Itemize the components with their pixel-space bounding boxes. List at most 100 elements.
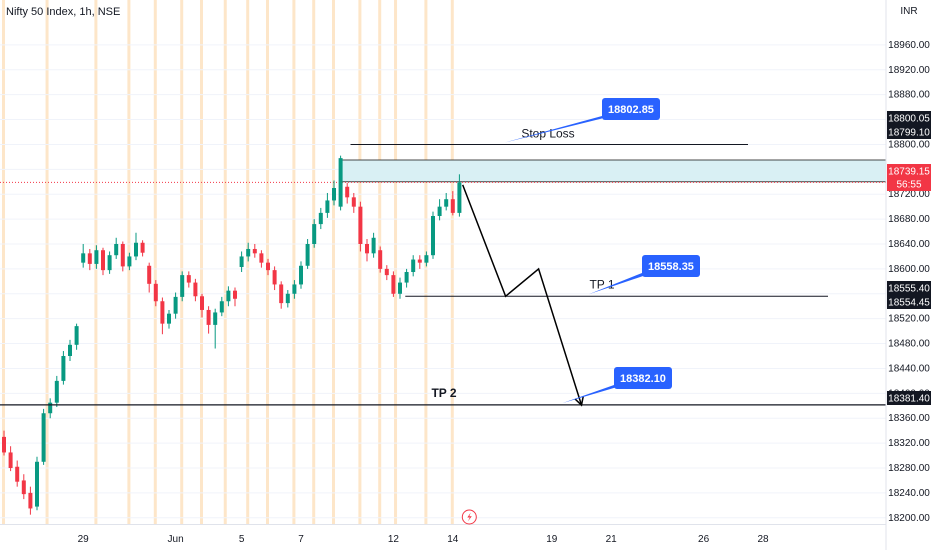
candle — [114, 244, 119, 256]
axis-price-badge-text: 18381.40 — [888, 394, 930, 405]
candle — [233, 290, 237, 299]
axis-price-badge-text: 18739.15 — [888, 167, 930, 178]
candle — [279, 284, 284, 304]
y-tick-label: 18600.00 — [888, 264, 930, 275]
candle — [147, 265, 152, 284]
session-band — [332, 0, 335, 524]
axis-price-badge — [887, 125, 931, 139]
candle — [8, 452, 13, 468]
candle — [266, 262, 270, 271]
candle — [431, 216, 435, 256]
candle — [74, 326, 79, 345]
y-tick-label: 18720.00 — [888, 189, 930, 200]
candle — [68, 344, 72, 356]
axis-price-badge — [887, 111, 931, 125]
candle — [41, 413, 46, 462]
candle — [398, 282, 402, 294]
candle — [15, 466, 20, 482]
candle — [424, 255, 429, 263]
session-band — [246, 0, 250, 524]
lightning-bolt-glyph — [467, 512, 472, 522]
candle — [153, 283, 158, 302]
candle — [312, 224, 317, 244]
candle — [94, 250, 99, 264]
session-band — [223, 0, 227, 524]
candle — [127, 256, 132, 267]
resistance-zone — [341, 159, 887, 183]
candle — [371, 237, 376, 254]
candle — [246, 248, 251, 257]
candle — [180, 275, 185, 297]
price-axis[interactable] — [886, 0, 932, 550]
y-tick-label: 18200.00 — [888, 513, 930, 524]
chart-title: Nifty 50 Index, 1h, NSE — [6, 6, 121, 18]
x-tick-label: 28 — [757, 534, 769, 545]
candle — [332, 188, 336, 201]
price-tag[interactable] — [642, 255, 700, 277]
candle — [2, 436, 6, 453]
candle — [378, 250, 383, 269]
candle — [318, 212, 323, 225]
session-band — [2, 0, 5, 524]
candle — [272, 270, 277, 285]
session-band — [180, 0, 184, 524]
candle — [351, 197, 356, 207]
price-tag-pointer — [505, 116, 612, 143]
x-tick-label: Jun — [168, 534, 184, 545]
price-tag-text: 18802.85 — [608, 104, 654, 116]
tp1-label: TP 1 — [589, 277, 614, 291]
candle — [213, 312, 218, 325]
candle — [358, 206, 363, 244]
x-tick-label: 14 — [447, 534, 459, 545]
currency-label: INR — [900, 6, 917, 17]
projection-arrowhead — [574, 396, 584, 407]
session-band — [200, 0, 203, 524]
candle — [28, 492, 33, 509]
candle — [305, 244, 310, 266]
candle — [404, 272, 409, 283]
axis-price-badge-text: 18800.05 — [888, 114, 930, 125]
candle — [81, 253, 86, 263]
candle — [140, 242, 145, 253]
x-tick-label: 26 — [698, 534, 710, 545]
axis-price-badge-text: 18554.45 — [888, 298, 930, 309]
candle — [285, 293, 290, 304]
price-tag[interactable] — [602, 98, 660, 120]
y-tick-label: 18440.00 — [888, 363, 930, 374]
candle — [61, 356, 66, 381]
candle — [101, 250, 105, 271]
session-band — [292, 0, 296, 524]
y-tick-label: 18960.00 — [888, 40, 930, 51]
price-tag-text: 18382.10 — [620, 373, 666, 385]
axis-price-badge-text: 56:55 — [896, 180, 921, 191]
candle — [54, 380, 59, 403]
candle — [226, 290, 231, 302]
candle — [134, 242, 138, 257]
y-tick-label: 18360.00 — [888, 413, 930, 424]
candle — [173, 296, 178, 314]
candle — [437, 206, 442, 216]
x-tick-label: 5 — [239, 534, 245, 545]
y-tick-label: 18320.00 — [888, 438, 930, 449]
projection-path — [462, 184, 583, 406]
candle — [450, 199, 455, 213]
candle — [259, 253, 264, 263]
x-tick-label: 19 — [546, 534, 558, 545]
session-band — [153, 0, 157, 524]
y-tick-label: 18240.00 — [888, 488, 930, 499]
axis-price-badge-text: 18555.40 — [888, 284, 930, 295]
candle — [391, 275, 396, 294]
tp2-label: TP 2 — [431, 386, 456, 400]
candle — [48, 402, 53, 414]
candle — [200, 296, 204, 310]
session-band — [358, 0, 362, 524]
session-band — [45, 0, 49, 524]
y-tick-label: 18920.00 — [888, 65, 930, 76]
candle — [411, 259, 416, 272]
price-tag[interactable] — [614, 367, 672, 389]
candle — [292, 284, 297, 294]
y-tick-label: 18280.00 — [888, 463, 930, 474]
axis-price-badge — [887, 164, 931, 178]
